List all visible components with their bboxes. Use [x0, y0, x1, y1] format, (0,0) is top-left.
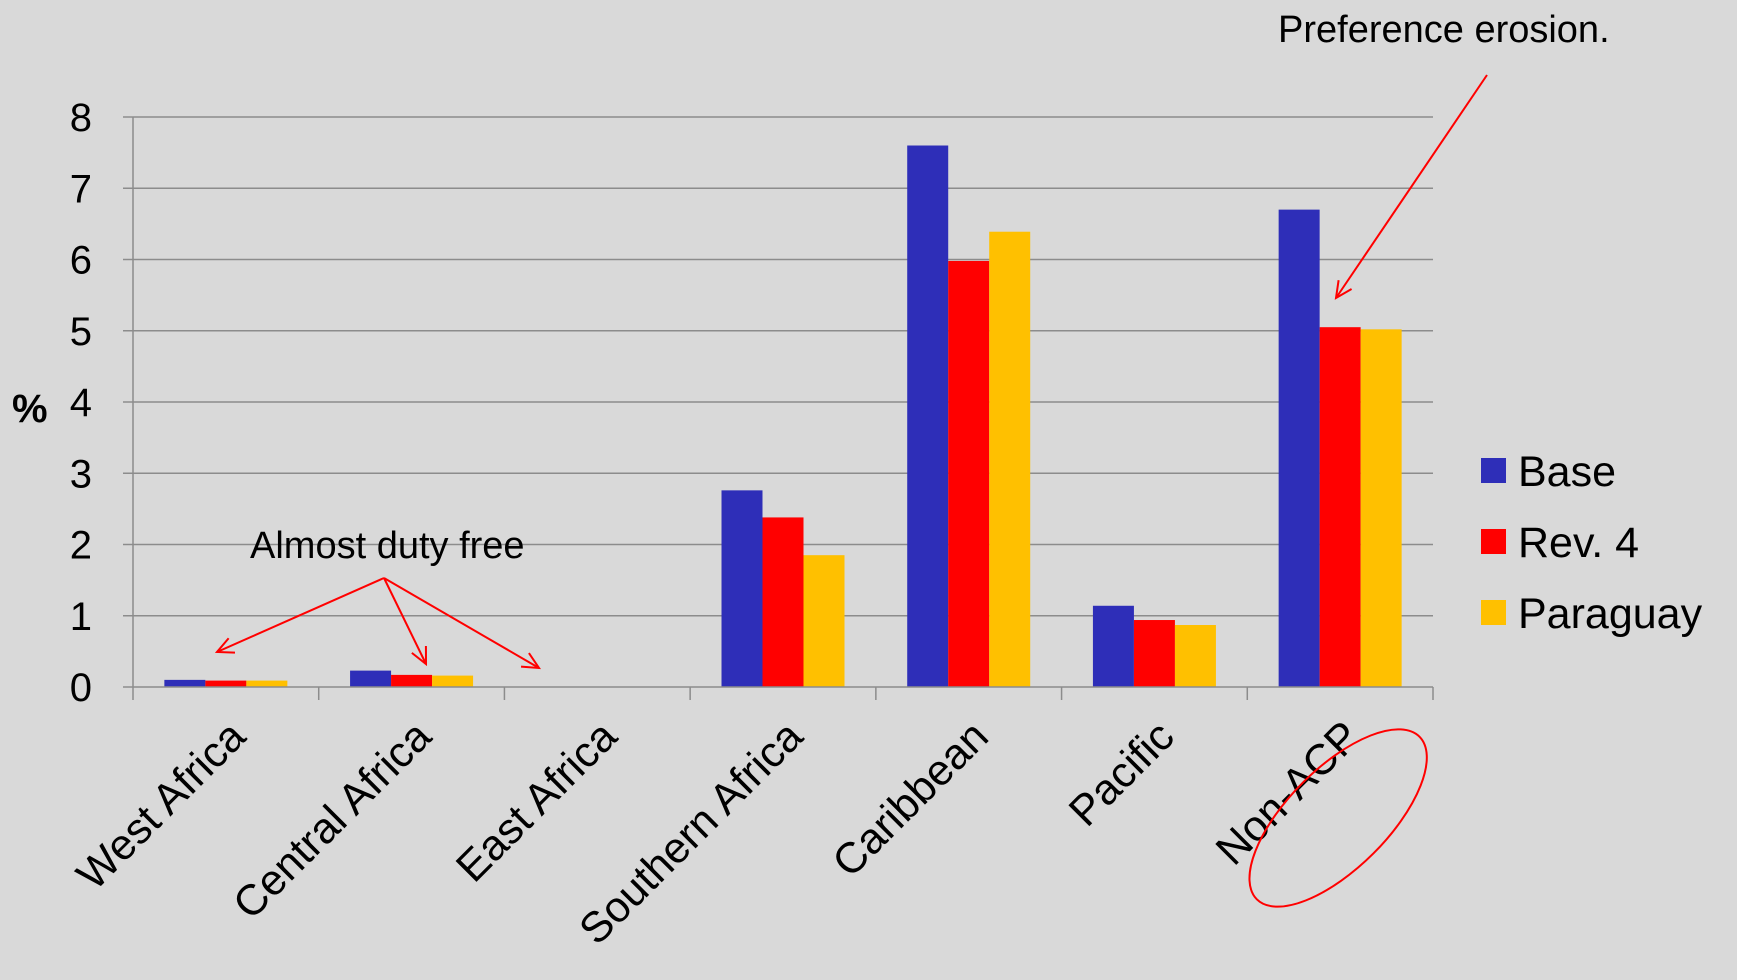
y-tick-label: 7 — [70, 167, 92, 211]
bar-paraguay — [1174, 625, 1216, 687]
y-tick-label: 8 — [70, 96, 92, 140]
annotations: Preference erosion. Almost duty free — [214, 9, 1610, 908]
legend-swatch — [1481, 458, 1506, 483]
bar-paraguay — [432, 675, 474, 687]
annotation-arrow-line — [383, 577, 540, 669]
bar-base — [1092, 605, 1134, 687]
legend-swatch — [1481, 600, 1506, 625]
x-category-label: Non-ACP — [1207, 712, 1369, 874]
y-tick-label: 6 — [70, 239, 92, 283]
bars — [164, 145, 1402, 687]
x-category-label: East Africa — [447, 712, 626, 891]
bar-base — [164, 679, 206, 687]
bar-base — [721, 490, 763, 687]
preference-erosion-annotation: Preference erosion. — [1278, 9, 1610, 51]
y-tick-label: 4 — [70, 381, 92, 425]
x-category-label: West Africa — [68, 712, 255, 899]
arrowhead — [214, 637, 236, 654]
bar-base — [350, 670, 392, 687]
bar-paraguay — [803, 555, 845, 687]
bar-base — [1278, 209, 1320, 687]
bar-rev-4 — [948, 260, 990, 687]
bar-paraguay — [246, 680, 288, 687]
annotation-arrow-line — [383, 577, 427, 665]
legend: Base Rev. 4 Paraguay — [1481, 448, 1703, 638]
y-tick-label: 5 — [70, 310, 92, 354]
y-tick-label: 0 — [70, 666, 92, 710]
bar-paraguay — [989, 231, 1031, 687]
arrowhead — [520, 652, 541, 670]
y-tick-label: 2 — [70, 524, 92, 568]
x-category-label: Caribbean — [824, 712, 998, 886]
y-axis-label: % — [12, 387, 48, 431]
bar-rev-4 — [391, 674, 433, 687]
highlight-ellipse — [1248, 728, 1428, 908]
bar-rev-4 — [1133, 620, 1175, 687]
bar-rev-4 — [1319, 327, 1361, 687]
x-category-label: Pacific — [1060, 712, 1184, 836]
y-tick-label: 3 — [70, 452, 92, 496]
legend-label: Rev. 4 — [1518, 519, 1639, 567]
bar-rev-4 — [762, 517, 804, 687]
arrowhead — [1334, 280, 1353, 300]
bar-base — [907, 145, 949, 687]
annotation-arrow-line — [216, 577, 385, 653]
legend-label: Base — [1518, 448, 1616, 496]
y-tick-label: 1 — [70, 595, 92, 639]
bar-paraguay — [1360, 329, 1402, 687]
x-category-label: Central Africa — [224, 712, 441, 929]
almost-duty-free-annotation: Almost duty free — [250, 525, 525, 567]
gridlines — [133, 116, 1433, 617]
annotation-arrow-line — [1335, 74, 1488, 299]
bar-rev-4 — [205, 680, 247, 687]
arrowhead — [411, 645, 428, 667]
legend-swatch — [1481, 529, 1506, 554]
legend-label: Paraguay — [1518, 590, 1703, 638]
axes — [123, 116, 1434, 700]
